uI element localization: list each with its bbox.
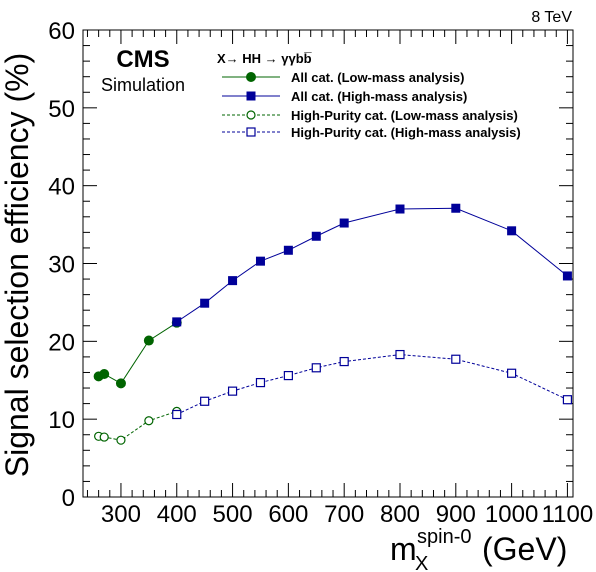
legend-entry: All cat. (Low-mass analysis) [222, 70, 464, 85]
tick-labels: 300 400 500 600 700 800 900 1000 1100 0 10 20 30 40 50… [48, 18, 593, 528]
data-point [255, 377, 266, 388]
cms-label: CMS [116, 46, 169, 73]
x-tick-label: 500 [213, 501, 253, 528]
data-point [227, 386, 238, 396]
data-point [144, 416, 154, 426]
x-tick-label: 800 [380, 501, 420, 528]
y-tick-label: 30 [48, 252, 75, 279]
series-line [98, 322, 178, 385]
legend-label: All cat. (High-mass analysis) [291, 89, 467, 104]
legend-marker [246, 110, 256, 120]
data-point [395, 204, 405, 214]
data-point [562, 395, 573, 405]
y-tick-label: 40 [48, 174, 75, 201]
legend-entry: All cat. (High-mass analysis) [222, 89, 467, 104]
series-line [176, 354, 568, 415]
legend-label: High-Purity cat. (High-mass analysis) [291, 125, 521, 140]
data-point [228, 276, 238, 286]
data-point [200, 298, 210, 308]
legend-entry: High-Purity cat. (Low-mass analysis) [222, 108, 518, 123]
data-point [115, 378, 126, 389]
legend-label: All cat. (Low-mass analysis) [291, 70, 464, 85]
x-axis-title-unit: (GeV) [482, 531, 567, 567]
x-tick-label: 1100 [542, 501, 594, 528]
data-point [172, 409, 182, 420]
x-tick-label: 600 [268, 501, 308, 528]
series-2 [94, 406, 182, 445]
y-tick-label: 10 [48, 407, 75, 434]
data-point [255, 256, 265, 266]
data-point [507, 368, 517, 378]
data-point [339, 356, 349, 367]
legend-marker [246, 127, 256, 137]
energy-label: 8 TeV [531, 9, 572, 26]
x-tick-label: 400 [157, 501, 197, 528]
legend-header: X→ HH → γγbb̅ [217, 51, 312, 66]
data-point [99, 432, 109, 442]
data-point [451, 203, 461, 213]
y-tick-label: 0 [62, 485, 75, 512]
legend: All cat. (Low-mass analysis) All cat. (Hi… [222, 70, 521, 140]
data-point [339, 218, 349, 228]
series-layer [93, 203, 573, 445]
data-point [562, 271, 572, 281]
legend-marker [246, 72, 256, 82]
x-axis-title: m X spin-0 (GeV) [390, 526, 567, 572]
data-point [283, 370, 293, 381]
data-point [451, 354, 461, 364]
series-line [98, 410, 177, 441]
x-tick-label: 300 [101, 501, 141, 528]
y-axis-title: Signal selection efficiency (%) [0, 53, 35, 478]
x-tick-label: 700 [324, 501, 364, 528]
data-point [507, 226, 517, 236]
simulation-label: Simulation [101, 75, 185, 95]
y-tick-label: 50 [48, 96, 75, 123]
series-0 [93, 317, 182, 389]
data-point [116, 435, 126, 445]
data-point [311, 363, 321, 373]
data-point [395, 349, 405, 360]
x-axis-title-sub: X [415, 553, 428, 572]
legend-label: High-Purity cat. (Low-mass analysis) [291, 108, 518, 123]
data-point [172, 317, 182, 327]
data-point [283, 245, 293, 255]
x-tick-label: 900 [436, 501, 476, 528]
series-line [176, 207, 568, 323]
x-axis-title-main: m [390, 531, 417, 567]
legend-entry: High-Purity cat. (High-mass analysis) [222, 125, 521, 140]
data-point [143, 335, 154, 346]
series-1 [172, 203, 572, 327]
data-point [200, 396, 210, 406]
series-3 [172, 349, 573, 420]
x-tick-label: 1000 [485, 501, 538, 528]
data-point [99, 369, 110, 380]
data-point [311, 231, 321, 241]
legend-marker [246, 91, 256, 101]
y-tick-label: 60 [48, 18, 75, 45]
x-axis-title-sup: spin-0 [417, 526, 471, 548]
y-tick-label: 20 [48, 329, 75, 356]
